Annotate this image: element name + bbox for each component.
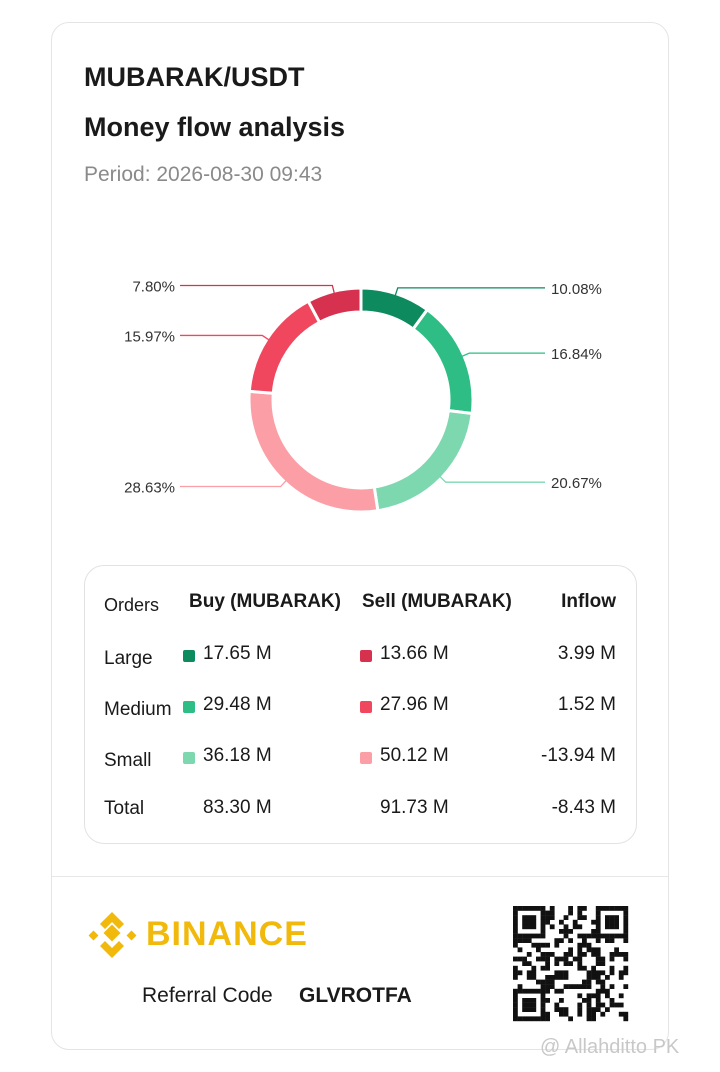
slice bbox=[372, 408, 474, 513]
sell-value: 91.73 M bbox=[380, 797, 449, 818]
referral-code: GLVROTFA bbox=[299, 984, 412, 1007]
table-header: Buy (MUBARAK) bbox=[189, 591, 341, 612]
pair: MUBARAK/USDT bbox=[84, 62, 305, 92]
sell-value: 13.66 M bbox=[380, 643, 449, 664]
color-swatch bbox=[183, 752, 195, 764]
table bbox=[84, 565, 637, 844]
referral-label: Referral Code bbox=[142, 984, 273, 1007]
slice-label: 15.97% bbox=[124, 328, 175, 345]
leader-line bbox=[439, 476, 545, 483]
color-swatch bbox=[183, 650, 195, 662]
inflow-value: -13.94 M bbox=[541, 745, 616, 766]
inflow-value: -8.43 M bbox=[551, 797, 616, 818]
brand: BINANCE bbox=[146, 915, 308, 953]
card bbox=[51, 22, 669, 1050]
slice-label: 28.63% bbox=[124, 479, 175, 496]
slice-label: 7.80% bbox=[132, 278, 175, 295]
leader-line bbox=[394, 287, 545, 296]
row-label: Medium bbox=[104, 699, 172, 720]
color-swatch bbox=[183, 701, 195, 713]
leader-line bbox=[461, 352, 545, 357]
slice-label: 20.67% bbox=[551, 475, 602, 492]
sell-value: 27.96 M bbox=[380, 694, 449, 715]
leader-line bbox=[180, 480, 287, 488]
buy-value: 83.30 M bbox=[203, 797, 272, 818]
buy-value: 29.48 M bbox=[203, 694, 272, 715]
watermark: @ Allahditto PK bbox=[540, 1036, 680, 1058]
donut-chart: 10.08% 16.84% 20.67% 28.63% 15.97% 7.80% bbox=[124, 278, 602, 514]
row-label: Small bbox=[104, 750, 152, 771]
slice-label: 16.84% bbox=[551, 346, 602, 363]
leader-line bbox=[180, 284, 335, 294]
table-header: Inflow bbox=[561, 591, 616, 612]
color-swatch bbox=[360, 650, 372, 662]
slice bbox=[247, 299, 322, 395]
row-label: Total bbox=[104, 798, 145, 819]
color-swatch bbox=[360, 701, 372, 713]
inflow-value: 3.99 M bbox=[557, 643, 616, 664]
table-header: Sell (MUBARAK) bbox=[362, 591, 512, 612]
leader-line bbox=[180, 334, 270, 341]
divider bbox=[52, 876, 668, 877]
table-header: Orders bbox=[104, 595, 160, 615]
inflow-value: 1.52 M bbox=[557, 694, 616, 715]
title: Money flow analysis bbox=[84, 112, 346, 142]
slice bbox=[247, 389, 380, 514]
sell-value: 50.12 M bbox=[380, 745, 449, 766]
color-swatch bbox=[360, 752, 372, 764]
slice bbox=[306, 286, 363, 325]
row-label: Large bbox=[104, 648, 153, 669]
period: Period: 2026-08-30 09:43 bbox=[84, 163, 323, 186]
buy-value: 17.65 M bbox=[203, 643, 272, 664]
slice bbox=[410, 307, 475, 416]
slice-label: 10.08% bbox=[551, 281, 602, 298]
buy-value: 36.18 M bbox=[203, 745, 272, 766]
